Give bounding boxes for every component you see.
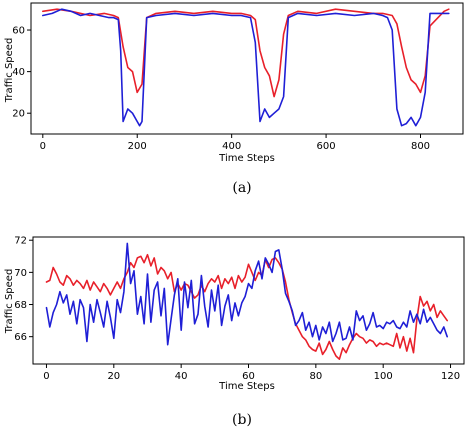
panel-b-x-tick-label: 120: [441, 371, 460, 382]
panel-b: 0 20 40 60 80 100 120 66 68 70 72 Time Steps Traf…: [4, 236, 465, 428]
panel-a-y-tick-label: 20: [12, 109, 25, 120]
panel-b-y-tick-label: 72: [14, 236, 27, 247]
panel-b-caption: (b): [232, 412, 252, 428]
panel-b-x-tick-label: 0: [43, 371, 49, 382]
panel-a-x-axis-label: Time Steps: [218, 153, 275, 164]
panel-b-x-tick-label: 40: [175, 371, 188, 382]
panel-a-series-line-1: [41, 8, 450, 98]
panel-a-x-ticks: 0 200 400 600 800: [40, 134, 430, 152]
panel-b-y-ticks: 66 68 70 72: [14, 236, 33, 343]
panel-a-caption: (a): [232, 180, 251, 196]
panel-b-x-tick-label: 20: [107, 371, 120, 382]
panel-b-x-tick-label: 80: [309, 371, 322, 382]
panel-b-x-ticks: 0 20 40 60 80 100 120: [43, 364, 460, 382]
panel-b-x-tick-label: 100: [374, 371, 393, 382]
panel-a-x-tick-label: 400: [222, 141, 241, 152]
panel-b-x-axis-label: Time Steps: [218, 381, 275, 392]
panel-a-series-line-2: [41, 8, 450, 127]
panel-a-y-tick-label: 40: [12, 67, 25, 78]
panel-a-series: [41, 8, 450, 127]
panel-a-axes-frame: [30, 2, 464, 135]
panel-a-x-tick-label: 0: [40, 141, 46, 152]
panel-a-x-tick-label: 600: [317, 141, 336, 152]
panel-a-x-tick-label: 800: [411, 141, 430, 152]
panel-b-series-line-1: [45, 253, 449, 361]
panel-a-x-tick-label: 200: [128, 141, 147, 152]
panel-b-y-axis-label: Traffic Speed: [4, 269, 15, 335]
panel-a-y-ticks: 20 40 60: [12, 26, 31, 120]
panel-b-y-tick-label: 66: [14, 332, 27, 343]
panel-b-y-tick-label: 70: [14, 268, 27, 279]
panel-b-x-tick-label: 60: [242, 371, 255, 382]
panel-a-y-tick-label: 60: [12, 26, 25, 37]
panel-b-series-line-2: [45, 242, 449, 346]
panel-a: 0 200 400 600 800 20 40 60 Time Steps Traffic …: [4, 2, 464, 196]
panel-b-series: [45, 242, 449, 361]
panel-b-y-tick-label: 68: [14, 300, 27, 311]
panel-a-y-axis-label: Traffic Speed: [4, 38, 15, 104]
